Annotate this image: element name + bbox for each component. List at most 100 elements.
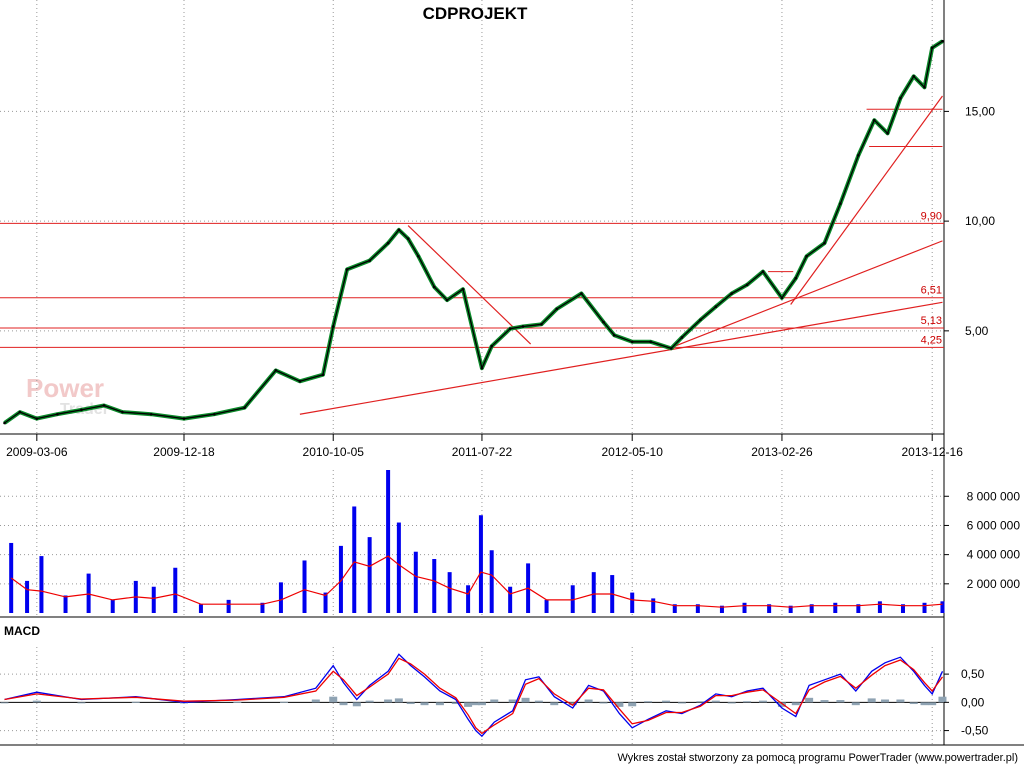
x-tick-label: 2011-07-22 [452, 445, 513, 459]
macd-hist-bar [77, 702, 86, 704]
price-point [730, 292, 733, 295]
volume-ma [10, 555, 943, 608]
volume-bar [630, 592, 635, 613]
volume-bar [338, 545, 343, 613]
volume-bar [672, 604, 677, 613]
macd-hist-bar [406, 702, 415, 705]
price-point [923, 85, 926, 89]
volume-bar [278, 582, 283, 613]
volume-bar [900, 604, 905, 613]
price-point [212, 412, 216, 416]
price-point [630, 340, 634, 344]
price-point [805, 254, 808, 258]
watermark-brand: Power [26, 373, 104, 403]
volume-bar [323, 592, 328, 613]
volume-bar [302, 560, 307, 613]
volume-bar [651, 598, 656, 613]
macd-hist-bar [851, 702, 860, 706]
x-axis-ticks: 2009-03-06 2009-12-18 2010-10-05 2011-07-22… [6, 445, 963, 459]
price-line [4, 40, 943, 424]
signal-line [4, 657, 944, 735]
volume-bar [352, 506, 357, 613]
trendline [299, 301, 943, 415]
volume-y-tick-label: 8 000 000 [967, 489, 1021, 503]
volume-y-tick-label: 6 000 000 [967, 518, 1021, 532]
macd-hist-bar [909, 702, 918, 705]
macd-hist-bar [464, 702, 473, 707]
macd-hist-bar [280, 701, 288, 703]
macd-hist-bar [0, 702, 9, 704]
macd-hist-bar [599, 702, 608, 704]
macd-hist-bar [743, 701, 752, 703]
macd-hist-bar [568, 702, 577, 706]
price-point [714, 305, 718, 309]
price-point [699, 318, 702, 322]
price-point [331, 325, 335, 328]
macd-hist-bar [490, 699, 499, 703]
price-point [386, 241, 390, 245]
x-tick-label: 2009-03-06 [6, 445, 68, 459]
macd-histogram [0, 696, 947, 707]
price-point [274, 369, 278, 372]
macd-y-tick-label: -0,50 [961, 724, 989, 738]
price-point [18, 410, 22, 414]
x-tick-label: 2013-02-26 [751, 445, 813, 459]
price-point [612, 333, 616, 337]
volume-bar [570, 585, 575, 613]
macd-hist-bar [521, 697, 530, 703]
macd-y-tick-label: 0,50 [961, 667, 985, 681]
price-point [298, 380, 302, 383]
price-point [35, 417, 39, 420]
macd-hist-bar [677, 702, 686, 704]
macd-hist-bar [777, 702, 786, 707]
price-point [872, 118, 876, 122]
price-point [521, 325, 525, 328]
price-point [397, 228, 401, 232]
price-point [3, 421, 6, 425]
macd-line [4, 653, 944, 738]
macd-hist-bar [534, 700, 543, 703]
macd-hist-bar [352, 702, 361, 707]
trendlines [299, 95, 943, 415]
price-point [580, 292, 583, 295]
horizontal-levels: 9,90 6,51 5,13 4,25 [0, 108, 944, 348]
price-point [602, 320, 605, 324]
price-point [417, 254, 420, 258]
price-point [886, 132, 889, 135]
macd-hist-bar [550, 702, 559, 706]
price-point [149, 412, 153, 416]
price-point [780, 296, 784, 300]
macd-hist-bar [451, 702, 460, 705]
price-y-axis-ticks: 5,00 10,00 15,00 [944, 104, 995, 338]
price-point [480, 366, 484, 370]
price-point [80, 408, 83, 412]
macd-hist-bar [836, 700, 845, 703]
price-point [345, 268, 349, 271]
x-tick-label: 2012-05-10 [602, 445, 664, 459]
macd-hist-bar [696, 701, 705, 703]
volume-bar [591, 572, 596, 613]
volume-bar [260, 602, 265, 613]
volume-bars [9, 470, 945, 613]
volume-bar [173, 567, 178, 613]
volume-bar [226, 599, 231, 613]
macd-hist-bar [420, 702, 429, 706]
macd-hist-bar [791, 702, 800, 706]
macd-hist-bar [584, 699, 593, 703]
price-y-tick-label: 10,00 [965, 214, 995, 228]
price-point [912, 74, 916, 78]
price-point [182, 417, 186, 420]
volume-bar [110, 599, 115, 613]
volume-bar [9, 542, 14, 613]
level-label: 6,51 [921, 285, 942, 297]
volume-bar [396, 522, 401, 613]
macd-y-tick-label: 0,00 [961, 695, 985, 709]
macd-hist-bar [920, 702, 929, 706]
macd-hist-bar [615, 702, 624, 707]
macd-hist-bar [329, 696, 338, 703]
macd-lines [4, 653, 944, 738]
macd-hist-bar [644, 701, 653, 703]
volume-bar [788, 605, 793, 613]
macd-hist-bar [938, 696, 947, 703]
volume-bar [198, 604, 203, 613]
